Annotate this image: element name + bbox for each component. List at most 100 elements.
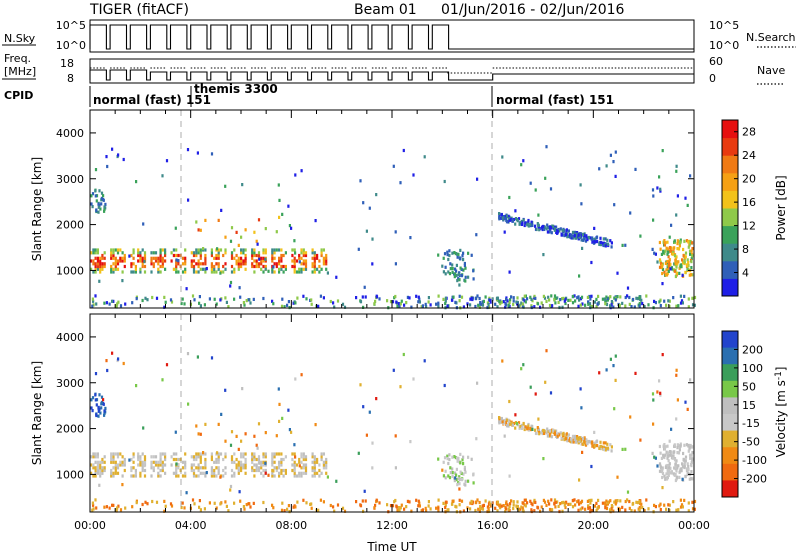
velocity-cell (239, 499, 242, 503)
power-cell (467, 251, 470, 255)
power-cell (691, 303, 695, 307)
power-colorbar-swatch (722, 137, 738, 156)
velocity-cell (512, 421, 515, 426)
velocity-cell (90, 463, 93, 467)
velocity-cell (123, 457, 126, 462)
power-cell (124, 302, 127, 306)
power-cell (368, 206, 371, 210)
power-cell (690, 256, 693, 261)
velocity-cell (114, 471, 117, 475)
power-cell (574, 299, 577, 303)
velocity-cell (281, 501, 284, 505)
power-cell (679, 294, 682, 298)
velocity-cell (672, 500, 675, 504)
power-cell (469, 303, 472, 307)
velocity-cell (478, 509, 481, 513)
velocity-cell (555, 429, 558, 433)
velocity-cell (460, 478, 463, 482)
power-cell (152, 251, 155, 255)
power-colorbar-tick-label: 24 (742, 149, 756, 162)
power-cell (539, 305, 542, 309)
velocity-cell (233, 452, 236, 456)
power-cell (318, 264, 321, 269)
power-cell (271, 256, 274, 260)
velocity-cell (116, 452, 120, 456)
power-cell (222, 270, 225, 274)
velocity-cell (225, 504, 228, 508)
power-cell (103, 207, 106, 211)
power-cell (244, 248, 247, 252)
velocity-cell (669, 453, 672, 457)
velocity-cell (476, 381, 479, 385)
velocity-cell (116, 506, 119, 510)
velocity-cell (298, 464, 301, 468)
power-cell (556, 230, 559, 234)
velocity-cell (675, 373, 678, 377)
power-cell (150, 262, 153, 266)
power-cell (227, 305, 230, 309)
power-cell (487, 298, 491, 302)
power-cell (137, 259, 140, 263)
power-cell (316, 267, 319, 271)
power-cell (577, 233, 580, 237)
velocity-colorbar-swatch (722, 331, 738, 349)
power-cell (447, 257, 450, 262)
power-cell (451, 270, 454, 274)
velocity-cell (278, 466, 281, 470)
velocity-cell (512, 506, 515, 511)
power-cell (271, 248, 274, 252)
power-cell (213, 270, 216, 274)
power-cell (606, 242, 610, 246)
power-cell (446, 304, 449, 308)
plot-title: TIGER (fitACF) (89, 2, 189, 18)
velocity-cell (455, 467, 458, 471)
velocity-cell (665, 472, 668, 476)
power-cell (456, 252, 459, 256)
power-cell (590, 294, 593, 298)
velocity-cell (584, 443, 588, 447)
velocity-cell (609, 499, 612, 503)
power-cell (668, 246, 671, 250)
velocity-cell (442, 460, 445, 464)
velocity-cell (533, 509, 536, 513)
velocity-cell (253, 455, 256, 459)
power-colorbar-tick-label: 28 (742, 126, 756, 139)
velocity-cell (524, 504, 527, 508)
velocity-cell (610, 445, 613, 449)
power-cell (94, 251, 97, 255)
power-cell (621, 243, 624, 247)
velocity-cell (418, 501, 421, 505)
velocity-cell (487, 507, 490, 511)
power-cell (677, 304, 680, 308)
power-cell (593, 240, 596, 244)
power-cell (540, 301, 543, 305)
velocity-cell (581, 437, 585, 441)
velocity-cell (654, 456, 657, 460)
velocity-cell (114, 452, 117, 456)
velocity-cell (509, 422, 512, 426)
velocity-cell (190, 455, 193, 459)
power-cell (111, 299, 114, 303)
velocity-cell (150, 455, 153, 459)
power-cell (240, 256, 243, 260)
velocity-cell (192, 468, 196, 473)
power-cell (658, 258, 662, 262)
velocity-cell (294, 377, 297, 381)
power-cell (260, 262, 263, 266)
power-cell (99, 207, 102, 211)
power-cell (629, 211, 632, 215)
power-cell (561, 305, 564, 309)
power-cell (123, 256, 126, 260)
power-cell (287, 300, 290, 304)
power-cell (476, 294, 479, 298)
velocity-cell (112, 457, 115, 462)
power-cell (628, 295, 631, 300)
power-cell (359, 179, 362, 183)
power-cell (690, 266, 693, 270)
velocity-cell (474, 501, 477, 505)
power-cell (150, 270, 153, 274)
power-cell (325, 256, 328, 260)
velocity-cell (676, 398, 679, 402)
power-cell (282, 253, 285, 258)
power-cell (451, 263, 454, 267)
